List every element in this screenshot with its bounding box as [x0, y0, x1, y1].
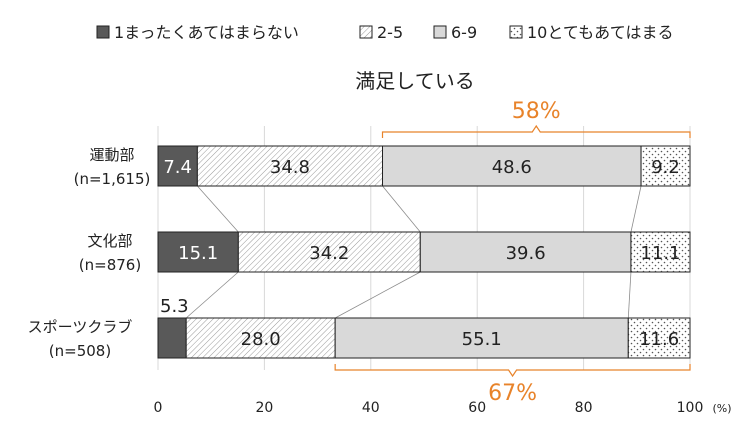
annotation-label: 67%	[488, 381, 537, 406]
category-label: 文化部	[87, 232, 132, 250]
data-label: 34.2	[309, 243, 349, 264]
bars: 7.4 34.8 48.6 9.2 15.1 34.2 39.6 11.1 5.3 28.0 55.…	[157, 145, 691, 359]
bar-segment	[640, 145, 691, 187]
bar-segment	[382, 145, 642, 187]
x-axis-ticks: 0 20 40 60 80 100	[154, 400, 704, 416]
bar-segment	[157, 317, 187, 359]
data-label: 15.1	[178, 243, 218, 264]
x-tick-label: 80	[575, 400, 593, 416]
annotation-label: 58%	[512, 99, 561, 124]
connector-lines	[185, 185, 642, 319]
bar-segment	[157, 145, 198, 187]
x-tick-label: 100	[677, 400, 704, 416]
category-n-label: (n=876)	[79, 256, 141, 274]
bar-segment	[196, 145, 384, 187]
legend-swatch-0	[96, 25, 110, 39]
data-label: 5.3	[160, 296, 189, 317]
x-tick-label: 60	[468, 400, 486, 416]
connector-line	[627, 271, 632, 319]
connector-line	[185, 271, 239, 319]
x-tick-label: 40	[362, 400, 380, 416]
data-label: 55.1	[462, 329, 502, 350]
category-n-label: (n=508)	[49, 342, 111, 360]
data-label: 48.6	[492, 157, 532, 178]
data-label: 11.6	[639, 329, 679, 350]
annotation-bracket	[334, 364, 691, 378]
bar-segment	[419, 231, 632, 273]
chart-title: 満足している	[355, 69, 474, 93]
data-label: 28.0	[241, 329, 281, 350]
legend-label-1: 2-5	[377, 23, 403, 42]
data-label: 34.8	[270, 157, 310, 178]
connector-line	[382, 185, 421, 233]
legend-label-0: 1まったくあてはまらない	[114, 23, 299, 42]
legend-swatch-1	[359, 25, 373, 39]
category-label: スポーツクラブ	[28, 318, 133, 336]
data-label: 7.4	[163, 157, 192, 178]
annotation-bracket	[381, 124, 691, 138]
connector-line	[630, 185, 642, 233]
connector-line	[334, 271, 421, 319]
bar-segment	[157, 231, 239, 273]
data-label: 9.2	[651, 157, 680, 178]
legend-label-3: 10とてもあてはまる	[527, 23, 673, 42]
bar-segment	[630, 231, 691, 273]
bar-segment	[185, 317, 336, 359]
bar-segment	[334, 317, 629, 359]
category-n-label: (n=1,615)	[74, 170, 151, 188]
legend-swatch-2	[433, 25, 447, 39]
data-label: 11.1	[640, 243, 680, 264]
legend: 1まったくあてはまらない 2-5 6-9 10とてもあてはまる	[96, 23, 673, 42]
legend-label-2: 6-9	[451, 23, 477, 42]
x-tick-label: 0	[154, 400, 163, 416]
category-labels: 運動部 (n=1,615) 文化部 (n=876) スポーツクラブ (n=508)	[28, 146, 151, 360]
x-axis-unit: (%)	[712, 402, 731, 415]
bar-segment	[237, 231, 421, 273]
category-label: 運動部	[89, 146, 134, 164]
x-tick-label: 20	[255, 400, 273, 416]
legend-swatch-3	[509, 25, 523, 39]
bar-segment	[627, 317, 691, 359]
data-label: 39.6	[506, 243, 546, 264]
annotations: 58% 67%	[334, 99, 691, 406]
connector-line	[197, 185, 239, 233]
